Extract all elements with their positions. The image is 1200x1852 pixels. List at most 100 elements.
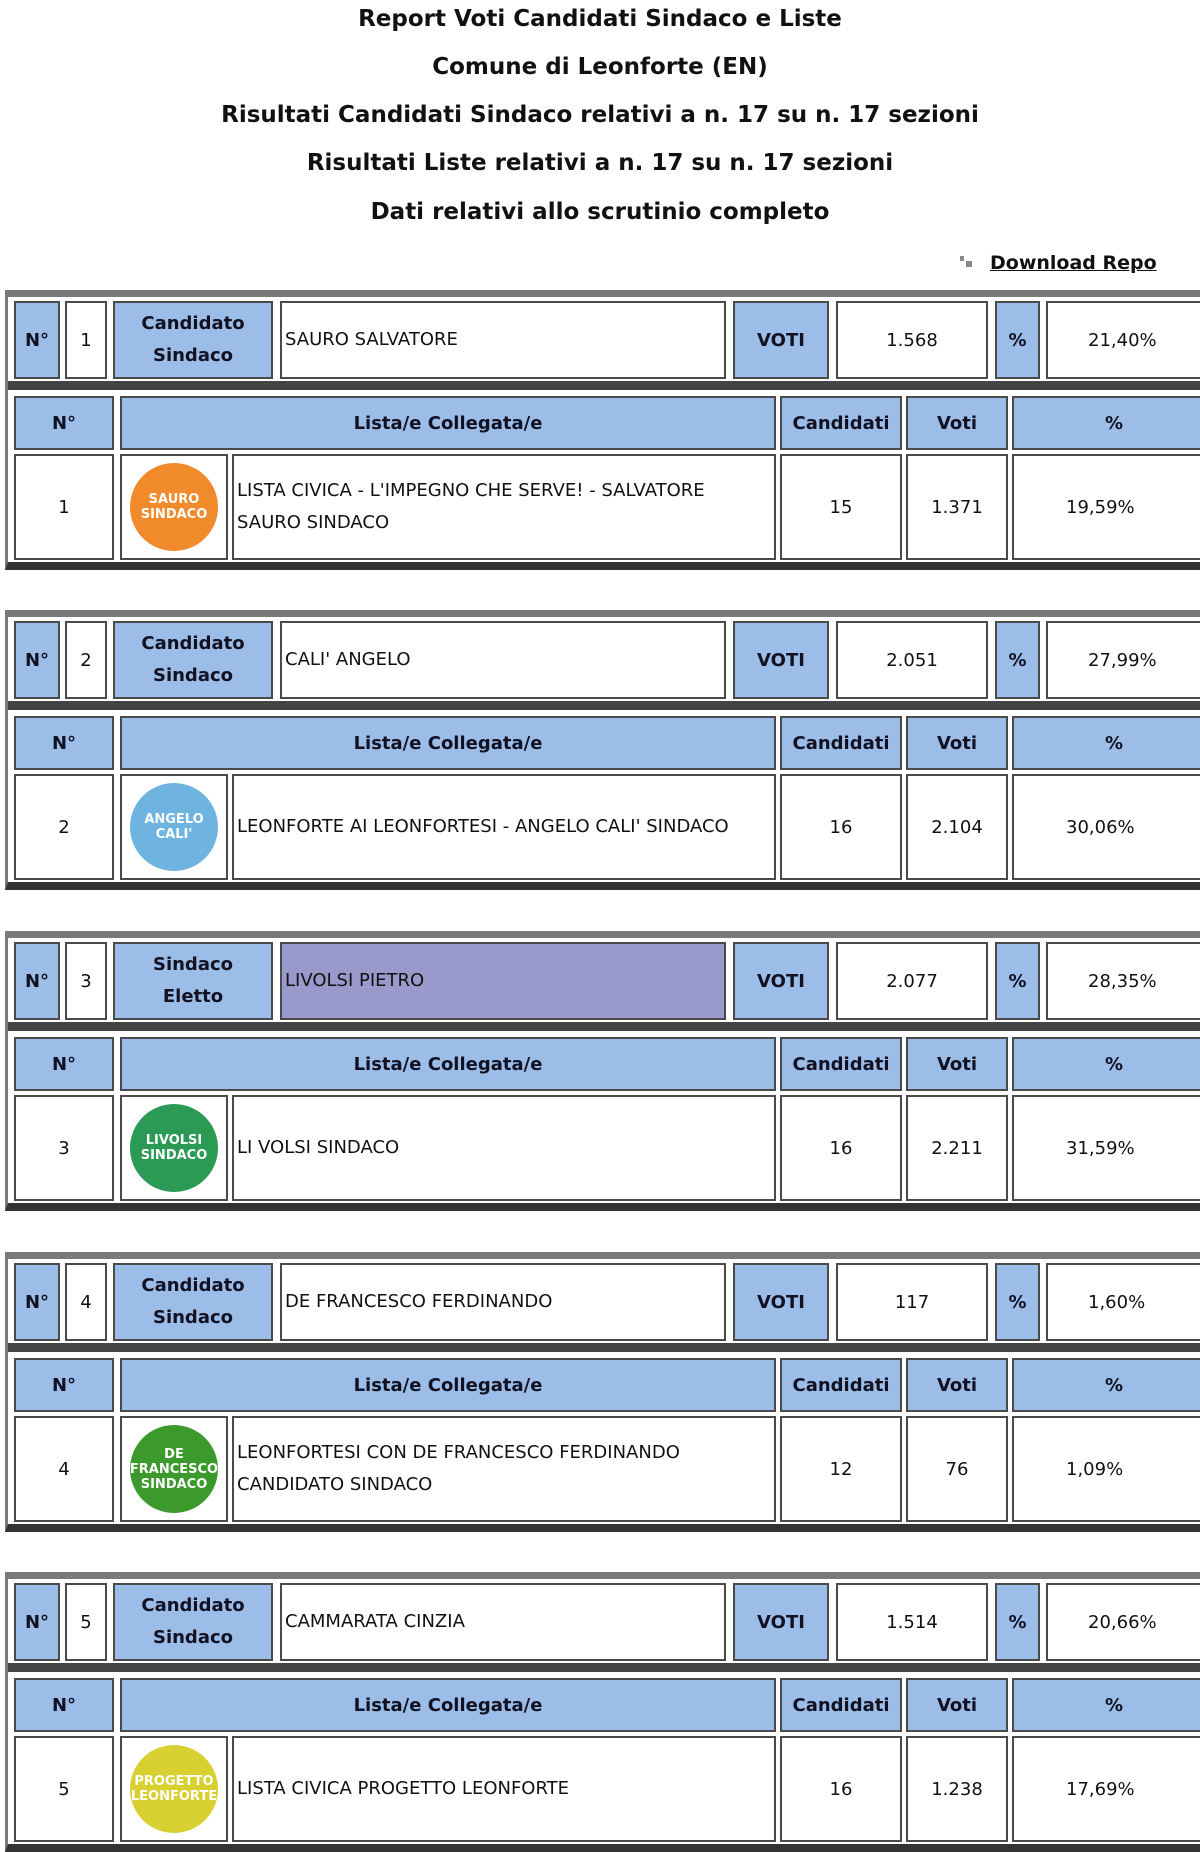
list-candidati: 16 [780,774,902,880]
list-voti-header: Voti [906,1037,1008,1091]
list-percent: 31,59% [1012,1095,1200,1201]
list-name-header: Lista/e Collegata/e [120,716,776,770]
list-logo: ANGELO CALI' [120,774,228,880]
list-pct-header: % [1012,396,1200,450]
list-votes: 76 [906,1416,1008,1522]
no-header: N° [14,301,60,379]
pct-header: % [995,621,1040,699]
list-pct-header: % [1012,716,1200,770]
list-number: 4 [14,1416,114,1522]
voti-header: VOTI [733,1263,829,1341]
pct-header: % [995,301,1040,379]
list-no-header: N° [14,1358,114,1412]
report-title: Report Voti Candidati Sindaco e Liste [358,6,842,32]
no-header: N° [14,942,60,1020]
scrutinio-status: Dati relativi allo scrutinio completo [370,199,830,225]
candidate-percent: 28,35% [1046,942,1200,1020]
candidate-block: N° 4 Candidato Sindaco DE FRANCESCO FERD… [5,1252,1200,1532]
voti-header: VOTI [733,301,829,379]
list-name: LEONFORTESI CON DE FRANCESCO FERDINANDO … [232,1416,776,1522]
list-no-header: N° [14,716,114,770]
list-pct-header: % [1012,1358,1200,1412]
download-report-link[interactable]: Download Repo [960,252,1157,274]
separator [8,381,1200,390]
list-number: 5 [14,1736,114,1842]
list-pct-header: % [1012,1678,1200,1732]
list-voti-header: Voti [906,396,1008,450]
list-logo-emblem: ANGELO CALI' [130,783,218,871]
list-candidati-header: Candidati [780,1037,902,1091]
candidate-votes: 1.514 [836,1583,988,1661]
list-number: 3 [14,1095,114,1201]
list-candidati-header: Candidati [780,396,902,450]
download-icon [960,256,974,268]
candidate-percent: 21,40% [1046,301,1200,379]
list-candidati: 15 [780,454,902,560]
candidate-name: SAURO SALVATORE [280,301,726,379]
list-logo-emblem: DE FRANCESCO SINDACO [130,1425,218,1513]
candidate-number: 1 [65,301,107,379]
candidate-role: Candidato Sindaco [113,621,273,699]
list-pct-header: % [1012,1037,1200,1091]
list-name-header: Lista/e Collegata/e [120,1678,776,1732]
list-votes: 1.371 [906,454,1008,560]
candidate-name: LIVOLSI PIETRO [280,942,726,1020]
list-name: LEONFORTE AI LEONFORTESI - ANGELO CALI' … [232,774,776,880]
candidate-number: 2 [65,621,107,699]
liste-sections: Risultati Liste relativi a n. 17 su n. 1… [306,150,894,176]
list-candidati: 12 [780,1416,902,1522]
voti-header: VOTI [733,942,829,1020]
list-votes: 2.211 [906,1095,1008,1201]
list-candidati-header: Candidati [780,1358,902,1412]
candidate-votes: 1.568 [836,301,988,379]
list-votes: 2.104 [906,774,1008,880]
no-header: N° [14,1583,60,1661]
candidate-number: 4 [65,1263,107,1341]
candidate-role: Sindaco Eletto [113,942,273,1020]
comune-title: Comune di Leonforte (EN) [432,54,768,80]
separator [8,701,1200,710]
candidate-percent: 27,99% [1046,621,1200,699]
candidate-name: DE FRANCESCO FERDINANDO [280,1263,726,1341]
list-candidati: 16 [780,1095,902,1201]
list-voti-header: Voti [906,716,1008,770]
list-number: 2 [14,774,114,880]
separator [8,1663,1200,1672]
list-name: LISTA CIVICA - L'IMPEGNO CHE SERVE! - SA… [232,454,776,560]
candidate-block: N° 5 Candidato Sindaco CAMMARATA CINZIA … [5,1572,1200,1852]
candidate-block: N° 3 Sindaco Eletto LIVOLSI PIETRO VOTI … [5,931,1200,1211]
download-label: Download Repo [990,252,1157,274]
candidate-name: CALI' ANGELO [280,621,726,699]
list-name-header: Lista/e Collegata/e [120,1358,776,1412]
candidate-percent: 20,66% [1046,1583,1200,1661]
list-logo-emblem: LIVOLSI SINDACO [130,1104,218,1192]
candidate-role: Candidato Sindaco [113,1263,273,1341]
voti-header: VOTI [733,1583,829,1661]
list-logo: LIVOLSI SINDACO [120,1095,228,1201]
list-percent: 30,06% [1012,774,1200,880]
candidate-number: 5 [65,1583,107,1661]
list-candidati-header: Candidati [780,716,902,770]
separator [8,1022,1200,1031]
list-no-header: N° [14,396,114,450]
list-logo: DE FRANCESCO SINDACO [120,1416,228,1522]
pct-header: % [995,942,1040,1020]
candidate-block: N° 2 Candidato Sindaco CALI' ANGELO VOTI… [5,610,1200,890]
list-no-header: N° [14,1037,114,1091]
separator [8,1343,1200,1352]
candidate-role: Candidato Sindaco [113,301,273,379]
candidate-votes: 117 [836,1263,988,1341]
pct-header: % [995,1583,1040,1661]
list-name-header: Lista/e Collegata/e [120,396,776,450]
candidate-percent: 1,60% [1046,1263,1200,1341]
list-name: LI VOLSI SINDACO [232,1095,776,1201]
no-header: N° [14,1263,60,1341]
list-voti-header: Voti [906,1358,1008,1412]
candidate-votes: 2.051 [836,621,988,699]
list-no-header: N° [14,1678,114,1732]
candidate-role: Candidato Sindaco [113,1583,273,1661]
list-number: 1 [14,454,114,560]
list-candidati: 16 [780,1736,902,1842]
candidate-name: CAMMARATA CINZIA [280,1583,726,1661]
list-logo-emblem: PROGETTO LEONFORTE [130,1745,218,1833]
